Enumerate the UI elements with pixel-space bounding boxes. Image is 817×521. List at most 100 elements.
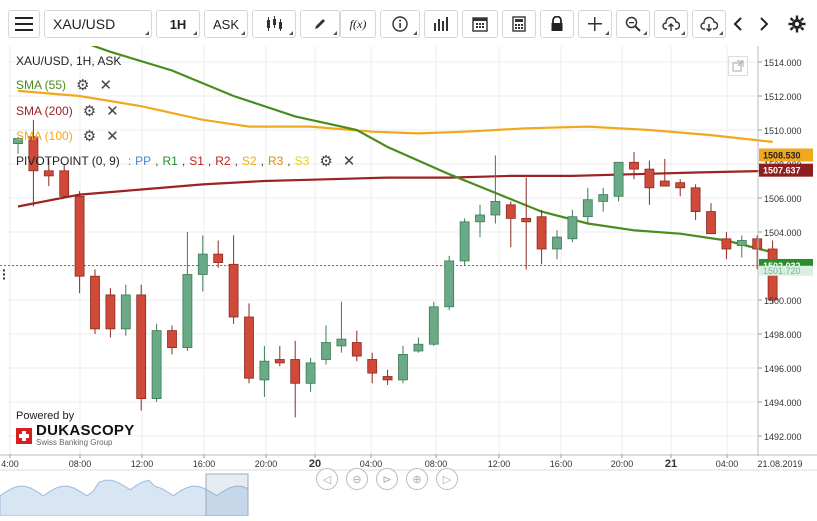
symbol-selector[interactable]: XAU/USD: [44, 10, 152, 38]
gear-icon[interactable]: ⚙: [82, 103, 97, 120]
y-tick-label: 1492.000: [764, 432, 802, 442]
close-icon[interactable]: ✕: [106, 128, 119, 145]
menu-button[interactable]: [8, 10, 40, 38]
settings-button[interactable]: [784, 10, 810, 38]
candle-body: [43, 170, 54, 177]
x-tick-label: 16:00: [193, 459, 216, 469]
candle: [274, 345, 285, 367]
popout-icon: [732, 60, 744, 72]
pivot-level-s2: S2: [241, 154, 257, 168]
alt-price-badge: [759, 265, 813, 276]
chart-area[interactable]: 1514.0001512.0001510.0001508.0001506.000…: [0, 18, 817, 517]
pivot-level-s3: S3: [294, 154, 310, 168]
calculator-icon: [512, 16, 526, 32]
candle-body: [305, 362, 316, 384]
candle-body: [136, 294, 147, 399]
candle-body: [167, 330, 177, 349]
sma100-line: [17, 89, 773, 143]
x-tick-label: 4:00: [1, 459, 19, 469]
indicator-label: SMA (200): [16, 104, 73, 118]
calculator-button[interactable]: [502, 10, 536, 38]
calendar-button[interactable]: [462, 10, 498, 38]
candle: [136, 284, 147, 411]
pivot-level-pp: PP: [135, 154, 152, 168]
close-icon[interactable]: ✕: [342, 153, 356, 170]
candle-body: [552, 236, 562, 250]
zoom-icon: [625, 16, 641, 32]
price-chart[interactable]: 1514.0001512.0001510.0001508.0001506.000…: [0, 18, 817, 517]
candle-body: [228, 263, 239, 318]
side-selector[interactable]: ASK: [204, 10, 248, 38]
scroll-left-button[interactable]: [726, 10, 750, 38]
candle-body: [74, 195, 85, 277]
candle: [90, 269, 100, 334]
close-icon[interactable]: ✕: [106, 103, 119, 120]
y-tick-label: 1500.000: [764, 296, 802, 306]
scroll-right-button[interactable]: [752, 10, 776, 38]
drag-handle: [3, 277, 5, 280]
y-tick-label: 1494.000: [764, 398, 802, 408]
gear-icon[interactable]: ⚙: [319, 153, 333, 170]
fit-icon[interactable]: ⊳: [376, 468, 398, 490]
expand-chart-button[interactable]: [728, 56, 748, 76]
candle: [259, 345, 270, 397]
candle: [398, 345, 408, 384]
chevron-right-icon: [760, 17, 769, 31]
candle-body: [213, 253, 224, 264]
lock-button[interactable]: [540, 10, 574, 38]
candle: [721, 232, 732, 260]
cloud-download-icon: [700, 16, 718, 32]
candle-body: [475, 214, 485, 223]
info-button[interactable]: [380, 10, 420, 38]
pencil-icon: [315, 19, 325, 29]
zoom-button[interactable]: [616, 10, 650, 38]
candle: [475, 204, 485, 238]
upload-button[interactable]: [654, 10, 688, 38]
nav-back-icon[interactable]: ◁: [316, 468, 338, 490]
crosshair-button[interactable]: [578, 10, 612, 38]
gear-icon[interactable]: ⚙: [76, 77, 90, 94]
close-icon[interactable]: ✕: [99, 77, 113, 94]
candle-body: [398, 353, 408, 381]
candle: [351, 330, 362, 362]
candle-body: [736, 240, 747, 246]
plot-background: [0, 46, 817, 456]
candle: [459, 218, 470, 266]
symbol-label: XAU/USD: [53, 16, 116, 32]
candle-body: [321, 342, 331, 360]
x-tick-label: 04:00: [716, 459, 739, 469]
candle-body: [659, 180, 670, 187]
price-badge: [759, 148, 813, 162]
timeframe-selector[interactable]: 1H: [156, 10, 200, 38]
candle: [752, 235, 763, 270]
chart-type-button[interactable]: [252, 10, 296, 38]
candle: [290, 340, 301, 418]
volume-button[interactable]: [424, 10, 458, 38]
candle-body: [290, 359, 301, 384]
candle-body: [629, 161, 639, 170]
nav-forward-icon[interactable]: ▷: [436, 468, 458, 490]
candle-body: [521, 217, 532, 223]
indicator-sma200: SMA (200) ⚙ ✕: [16, 102, 119, 120]
candle: [13, 136, 23, 154]
drawing-tools-button[interactable]: [300, 10, 340, 38]
indicator-label: SMA (100): [16, 129, 73, 143]
indicators-button[interactable]: f(x): [340, 10, 376, 38]
x-tick-label: 20: [309, 458, 321, 470]
candle: [536, 209, 547, 265]
download-button[interactable]: [692, 10, 726, 38]
x-tick-label: 16:00: [550, 459, 573, 469]
candle-body: [536, 216, 547, 250]
candle: [336, 301, 347, 353]
candle-body: [120, 294, 131, 330]
gear-icon: [788, 15, 806, 33]
gear-icon[interactable]: ⚙: [82, 128, 97, 145]
candle-body: [428, 306, 439, 345]
zoom-in-icon[interactable]: ⊕: [406, 468, 428, 490]
side-label: ASK: [212, 16, 239, 32]
pivot-label: PIVOTPOINT (0, 9): [16, 154, 120, 168]
zoom-out-icon[interactable]: ⊖: [346, 468, 368, 490]
indicator-sma100: SMA (100) ⚙ ✕: [16, 127, 119, 145]
bar-chart-icon: [434, 17, 448, 31]
candle-body: [351, 342, 362, 357]
